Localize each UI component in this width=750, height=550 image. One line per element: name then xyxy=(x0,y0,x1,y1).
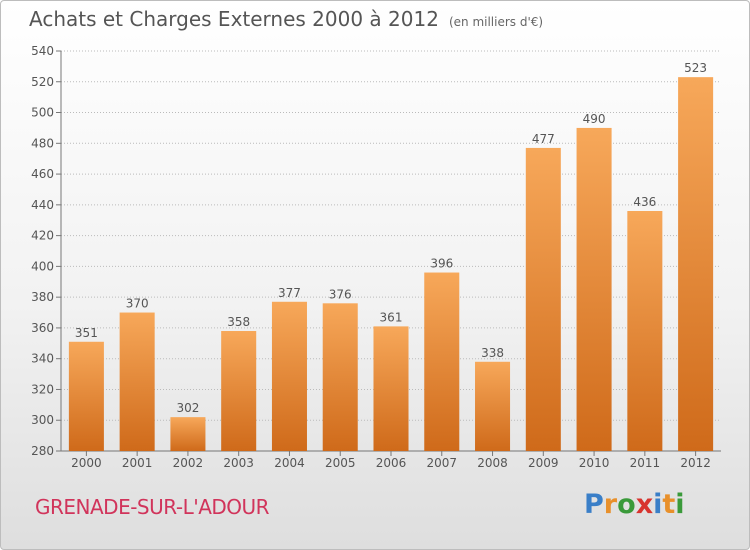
y-tick-label: 400 xyxy=(31,259,54,273)
x-tick-label: 2002 xyxy=(173,456,204,470)
logo-letter: x xyxy=(635,489,654,520)
x-tick-label: 2003 xyxy=(223,456,254,470)
commune-name: GRENADE-SUR-L'ADOUR xyxy=(35,495,270,519)
bar xyxy=(271,301,307,451)
y-tick-label: 420 xyxy=(31,229,54,243)
data-label: 523 xyxy=(684,61,707,75)
data-label: 377 xyxy=(278,286,301,300)
data-label: 370 xyxy=(126,297,149,311)
logo-letter: r xyxy=(603,489,618,520)
x-tick-label: 2011 xyxy=(630,456,661,470)
data-label: 338 xyxy=(481,346,504,360)
data-label: 376 xyxy=(329,287,352,301)
x-tick-label: 2000 xyxy=(71,456,102,470)
bar xyxy=(475,361,511,451)
title-unit: (en milliers d'€) xyxy=(448,15,544,29)
logo-letter: P xyxy=(584,489,604,520)
y-tick-label: 460 xyxy=(31,167,54,181)
title-text: Achats et Charges Externes 2000 à 2012 xyxy=(29,7,439,31)
x-tick-label: 2007 xyxy=(426,456,457,470)
bar xyxy=(68,341,104,451)
bar xyxy=(424,272,460,451)
x-tick-label: 2010 xyxy=(579,456,610,470)
y-tick-label: 340 xyxy=(31,352,54,366)
bar xyxy=(119,312,155,451)
y-tick-label: 480 xyxy=(31,136,54,150)
x-tick-label: 2008 xyxy=(477,456,508,470)
y-tick-label: 440 xyxy=(31,198,54,212)
data-label: 490 xyxy=(583,112,606,126)
data-label: 477 xyxy=(532,132,555,146)
x-tick-label: 2004 xyxy=(274,456,305,470)
bar xyxy=(322,303,358,451)
bar xyxy=(678,77,714,452)
bar xyxy=(525,147,561,451)
bar xyxy=(170,417,206,451)
data-label: 361 xyxy=(380,310,403,324)
bar xyxy=(627,211,663,451)
bar xyxy=(373,326,409,451)
y-tick-label: 280 xyxy=(31,444,54,458)
logo-letter: i xyxy=(675,489,685,520)
data-label: 436 xyxy=(633,195,656,209)
logo-letter: o xyxy=(617,489,636,520)
logo-letter: t xyxy=(662,489,676,520)
chart-title: Achats et Charges Externes 2000 à 2012 (e… xyxy=(29,7,543,31)
x-tick-label: 2001 xyxy=(122,456,153,470)
data-label: 302 xyxy=(176,401,199,415)
y-tick-label: 320 xyxy=(31,382,54,396)
x-tick-label: 2012 xyxy=(680,456,711,470)
y-tick-label: 520 xyxy=(31,75,54,89)
x-tick-label: 2005 xyxy=(325,456,356,470)
y-tick-label: 540 xyxy=(31,44,54,58)
x-tick-label: 2006 xyxy=(376,456,407,470)
data-label: 358 xyxy=(227,315,250,329)
bar xyxy=(576,127,612,451)
y-tick-label: 500 xyxy=(31,106,54,120)
y-tick-label: 300 xyxy=(31,413,54,427)
x-tick-label: 2009 xyxy=(528,456,559,470)
logo-letter: i xyxy=(653,489,663,520)
data-label: 396 xyxy=(430,257,453,271)
y-tick-label: 360 xyxy=(31,321,54,335)
y-tick-label: 380 xyxy=(31,290,54,304)
data-label: 351 xyxy=(75,326,98,340)
bar xyxy=(221,331,257,451)
proxiti-logo[interactable]: Proxiti xyxy=(584,489,685,520)
